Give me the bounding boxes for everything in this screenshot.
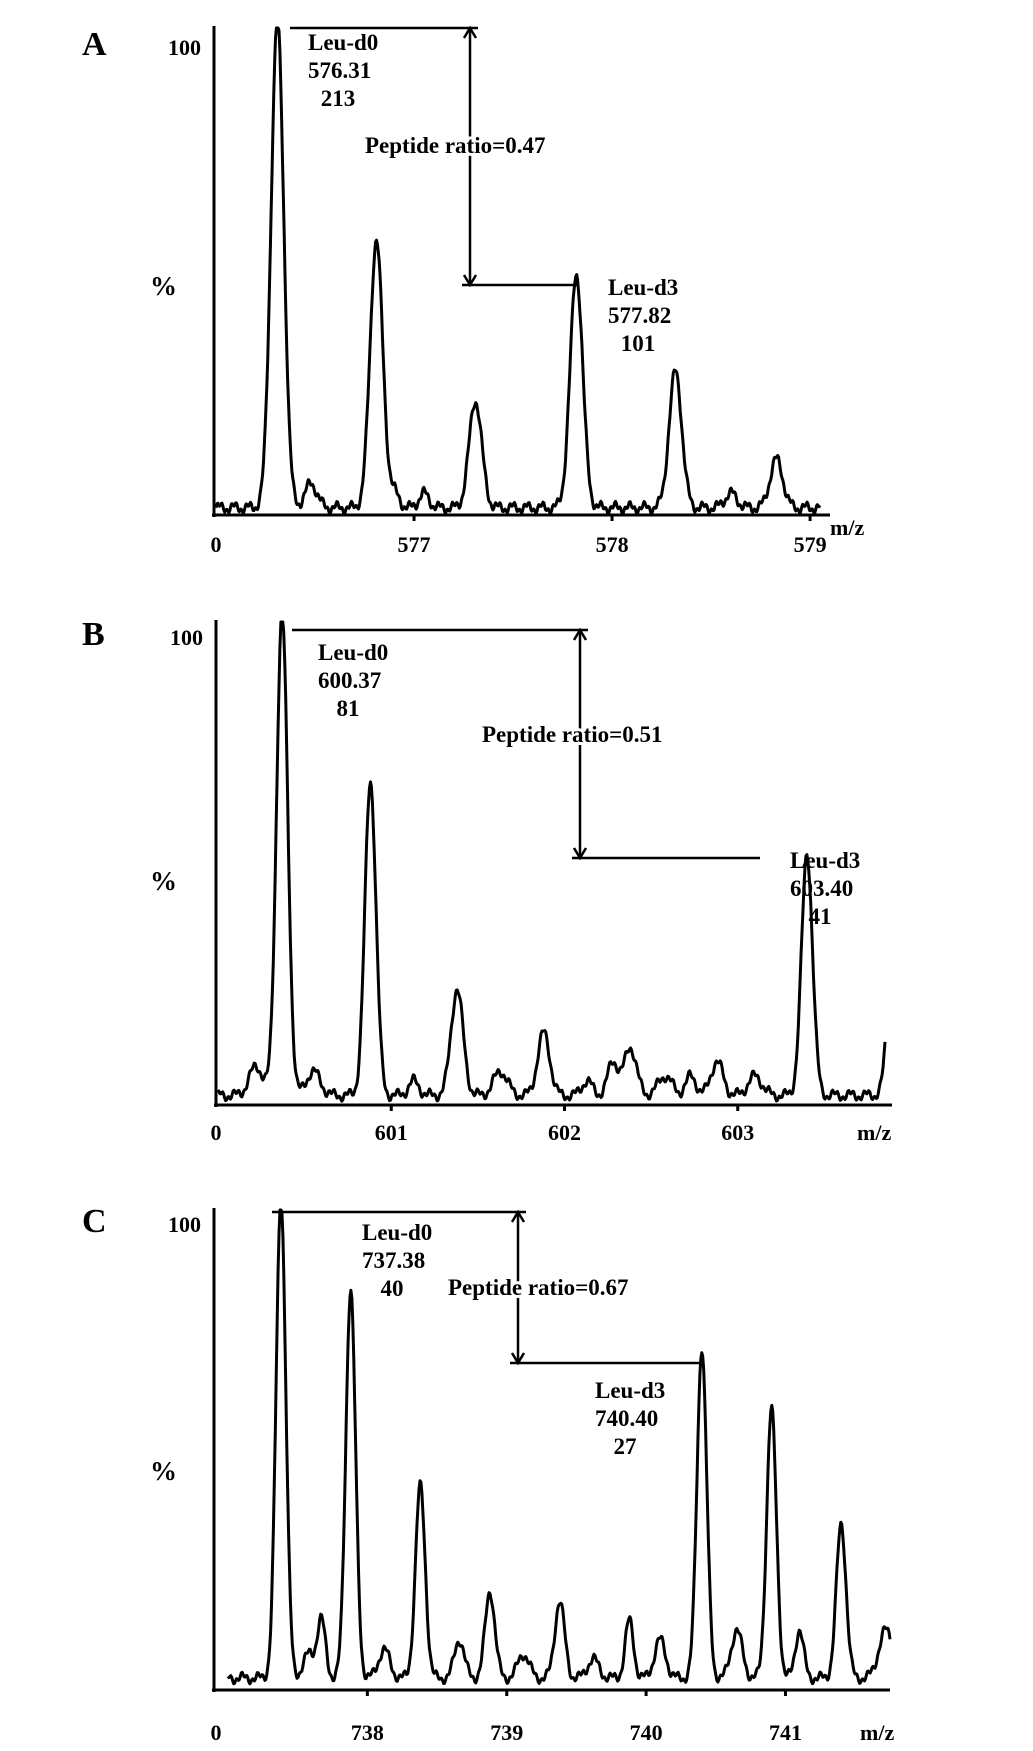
leu-d3-name: Leu-d3 bbox=[595, 1378, 665, 1403]
arrow-up-icon bbox=[572, 627, 588, 641]
peptide-ratio-label: Peptide ratio=0.67 bbox=[448, 1275, 628, 1300]
peptide-ratio-label: Peptide ratio=0.51 bbox=[482, 722, 662, 747]
origin-label: 0 bbox=[211, 1720, 222, 1745]
origin-label: 0 bbox=[211, 1120, 222, 1145]
arrow-down-icon bbox=[572, 847, 588, 861]
leu-d3-name: Leu-d3 bbox=[790, 848, 860, 873]
arrow-down-icon bbox=[510, 1352, 526, 1366]
spectrum-trace bbox=[214, 26, 822, 516]
y-top-label: 100 bbox=[170, 625, 203, 650]
y-axis-label: % bbox=[150, 866, 177, 896]
x-tick-label: 578 bbox=[596, 532, 629, 557]
x-tick-label: 738 bbox=[351, 1720, 384, 1745]
x-tick-label: 577 bbox=[398, 532, 431, 557]
y-top-label: 100 bbox=[168, 1212, 201, 1237]
y-axis-label: % bbox=[150, 1456, 177, 1486]
leu-d0-name: Leu-d0 bbox=[308, 30, 378, 55]
x-axis-label: m/z bbox=[830, 515, 864, 540]
leu-d3-name: Leu-d3 bbox=[608, 275, 678, 300]
peptide-ratio-label: Peptide ratio=0.47 bbox=[365, 133, 545, 158]
leu-d3-mz: 740.40 bbox=[595, 1406, 658, 1431]
panel-letter: C bbox=[82, 1203, 107, 1240]
leu-d0-intensity: 81 bbox=[337, 696, 360, 721]
x-tick-label: 741 bbox=[769, 1720, 802, 1745]
leu-d0-mz: 600.37 bbox=[318, 668, 381, 693]
arrow-up-icon bbox=[510, 1209, 526, 1223]
leu-d3-intensity: 101 bbox=[621, 331, 656, 356]
x-tick-label: 601 bbox=[375, 1120, 408, 1145]
leu-d3-mz: 603.40 bbox=[790, 876, 853, 901]
leu-d0-name: Leu-d0 bbox=[318, 640, 388, 665]
x-tick-label: 739 bbox=[490, 1720, 523, 1745]
leu-d0-name: Leu-d0 bbox=[362, 1220, 432, 1245]
y-axis-label: % bbox=[150, 271, 177, 301]
leu-d3-mz: 577.82 bbox=[608, 303, 671, 328]
panel-b: B 100% 0 601 602 603 m/z Peptide ratio=0.51 Leu-… bbox=[82, 616, 892, 1145]
origin-label: 0 bbox=[211, 532, 222, 557]
leu-d3-intensity: 41 bbox=[809, 904, 832, 929]
panel-letter: B bbox=[82, 616, 105, 653]
leu-d3-intensity: 27 bbox=[614, 1434, 637, 1459]
arrow-down-icon bbox=[462, 274, 478, 288]
x-tick-label: 602 bbox=[548, 1120, 581, 1145]
spectrum-trace bbox=[226, 1208, 892, 1686]
arrow-up-icon bbox=[462, 25, 478, 39]
y-top-label: 100 bbox=[168, 35, 201, 60]
panel-letter: A bbox=[82, 26, 107, 63]
spectrum-trace bbox=[216, 620, 887, 1103]
x-tick-label: 603 bbox=[721, 1120, 754, 1145]
leu-d0-intensity: 40 bbox=[381, 1276, 404, 1301]
leu-d0-mz: 737.38 bbox=[362, 1248, 425, 1273]
x-tick-label: 740 bbox=[630, 1720, 663, 1745]
leu-d0-mz: 576.31 bbox=[308, 58, 371, 83]
x-axis-label: m/z bbox=[860, 1720, 894, 1745]
x-axis-label: m/z bbox=[857, 1120, 891, 1145]
leu-d0-intensity: 213 bbox=[321, 86, 356, 111]
panel-c: C 100% 0 738 739 740 741 m/z Peptide ratio=0.67 L… bbox=[82, 1203, 894, 1745]
x-tick-label: 579 bbox=[794, 532, 827, 557]
